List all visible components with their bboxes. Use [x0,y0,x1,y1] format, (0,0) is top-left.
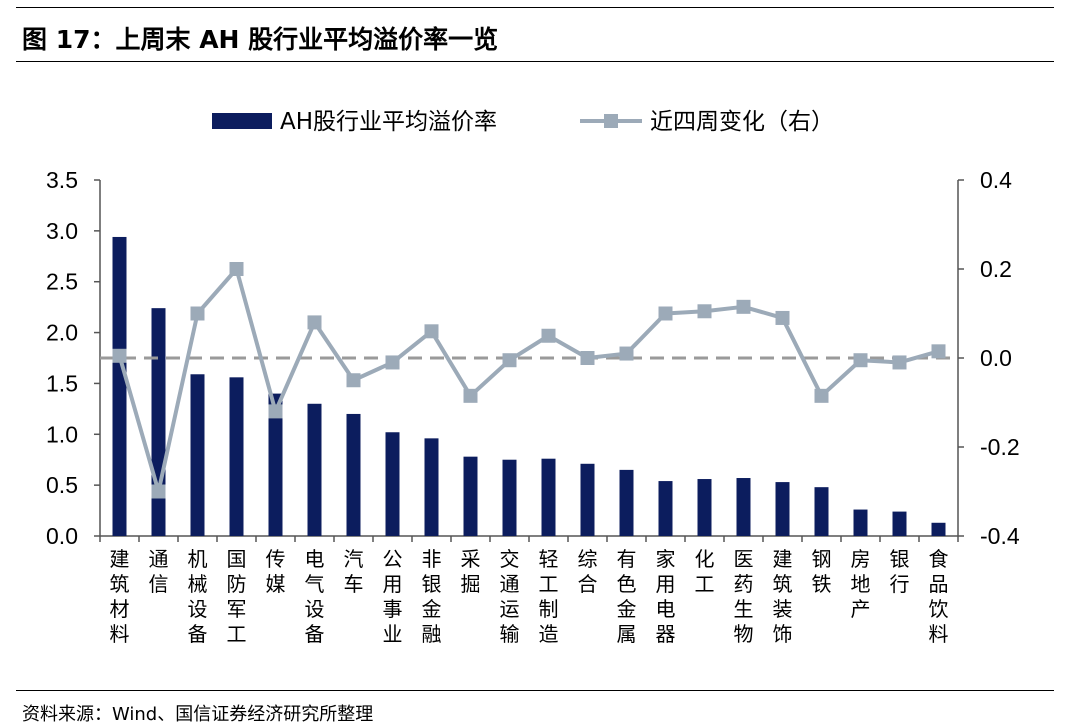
category-label: 通信 [149,547,169,596]
line-point [151,484,166,499]
bar [502,459,517,536]
category-label: 房地产 [851,547,871,621]
source-note: 资料来源：Wind、国信证券经济研究所整理 [22,704,374,725]
legend: AH股行业平均溢价率 近四周变化（右） [212,109,834,135]
right-tick-label: 0.2 [980,256,1012,282]
bar [229,377,244,536]
bar [580,463,595,536]
bar [424,438,439,536]
line-point [112,348,127,363]
line-point [892,355,907,370]
title-bar: 图 17：上周末 AH 股行业平均溢价率一览 [0,0,1070,62]
line-point [775,310,790,325]
category-label: 汽车 [344,547,364,596]
left-tick-label: 1.0 [46,421,78,447]
right-tick-label: -0.4 [980,523,1020,549]
right-tick-label: 0.4 [980,167,1012,193]
line-series [112,262,946,499]
left-tick-label: 2.0 [46,320,78,346]
line-point [190,306,205,321]
bar [541,458,556,536]
left-tick-label: 2.5 [46,269,78,295]
bar [775,482,790,536]
bar [346,413,361,536]
line-point [580,351,595,365]
title-rule [16,61,1054,62]
line-point [385,355,400,370]
line-point [541,328,556,343]
line-point [307,315,322,330]
bar [190,374,205,536]
line-path [117,267,940,494]
line-point [463,388,478,403]
category-label: 电气设备 [305,547,325,646]
category-label: 食品饮料 [929,547,949,646]
bar [385,432,400,536]
category-label: 有色金属 [617,547,637,646]
left-tick-label: 0.5 [46,472,78,498]
category-label: 交通运输 [500,547,520,646]
bar [151,308,166,536]
category-label: 建筑装饰 [773,547,793,646]
category-label: 国防军工 [227,547,247,646]
bar [268,393,283,536]
line-point [424,324,439,339]
bar [853,509,868,536]
line-point [736,299,751,314]
bar [814,487,829,536]
left-tick-label: 3.0 [46,218,78,244]
category-label: 机械设备 [188,547,208,646]
left-tick-label: 3.5 [46,167,78,193]
category-label: 钢铁 [812,547,832,596]
category-label: 轻工制造 [539,547,559,646]
category-label: 非银金融 [422,547,442,646]
top-rule [16,7,1054,8]
category-labels: 建筑材料通信机械设备国防军工传媒电气设备汽车公用事业非银金融采掘交通运输轻工制造… [110,547,949,646]
left-tick-label: 0.0 [46,523,78,549]
bar [112,236,127,536]
category-label: 采掘 [461,547,481,596]
category-label: 银行 [890,547,910,596]
line-point [229,262,244,276]
line-point [346,373,361,388]
chart: AH股行业平均溢价率 近四周变化（右） 0.0 0.5 1.0 1.5 2.0 2.5 3.… [46,109,1020,646]
bar [892,511,907,536]
legend-label-bar: AH股行业平均溢价率 [280,109,497,135]
legend-swatch-bar [212,113,272,129]
bar-series [112,236,946,536]
bar [619,469,634,536]
legend-swatch-marker [604,114,618,128]
category-label: 家用电器 [656,547,676,646]
left-tick-label: 1.5 [46,370,78,396]
footer-rule [16,690,1054,691]
line-point [853,353,868,368]
bar [931,522,946,536]
line-point [502,353,517,368]
right-tick-label: 0.0 [980,345,1012,371]
figure-title: 图 17：上周末 AH 股行业平均溢价率一览 [22,25,499,54]
bar [658,481,673,536]
category-label: 医药生物 [734,547,754,646]
category-label: 建筑材料 [110,547,130,646]
bar [307,403,322,536]
bar [736,478,751,536]
line-point [814,388,829,403]
line-point [268,404,283,419]
bar [463,456,478,536]
category-label: 传媒 [266,547,286,596]
line-point [931,344,946,359]
line-point [658,306,673,321]
legend-label-line: 近四周变化（右） [650,109,834,135]
bar [697,479,712,536]
right-tick-label: -0.2 [980,434,1020,460]
category-label: 综合 [578,547,598,596]
line-point [697,304,712,319]
category-label: 公用事业 [383,547,403,646]
line-point [619,346,634,361]
category-label: 化工 [695,547,715,596]
